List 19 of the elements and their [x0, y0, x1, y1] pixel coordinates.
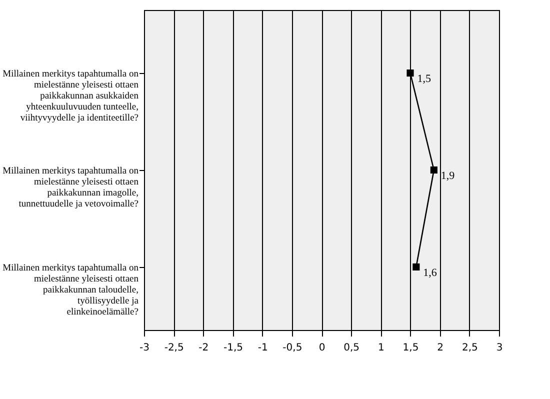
- x-tick-label: -1,5: [223, 342, 244, 354]
- x-tick-label: -3: [140, 342, 150, 354]
- y-tick-label: Millainen merkitys tapahtumalla on mielestänne yleisesti ottaen paikkakunnan imagolle, tunnettuudelle ja vetovoimalle?: [2, 166, 139, 210]
- x-tick-label: 0: [318, 342, 326, 354]
- x-tick-label: 2: [437, 342, 444, 354]
- data-label: 1,6: [423, 266, 438, 279]
- x-tick-label: -1: [258, 342, 268, 354]
- x-tick-label: 1,5: [402, 342, 419, 354]
- x-tick-label: -0,5: [282, 342, 302, 354]
- x-tick-label: 0,5: [344, 342, 360, 354]
- data-label: 1,5: [417, 73, 432, 86]
- x-tick-label: 2,5: [462, 342, 478, 354]
- data-label: 1,9: [440, 170, 456, 182]
- x-tick-label: -2,5: [164, 342, 184, 354]
- y-tick-label: Millainen merkitys tapahtumalla on mielestänne yleisesti ottaen paikkakunnan taloudelle, työllisyydelle ja elinkeinoelämälle?: [2, 263, 140, 318]
- x-tick-label: 3: [496, 342, 503, 354]
- x-tick-label: -2: [198, 342, 209, 354]
- y-tick-label: Millainen merkitys tapahtumalla on mielestänne yleisesti ottaen paikkakunnan asukkaiden yhteenkuuluvuuden tunteelle, viihtyvyydelle ja identiteetille?: [2, 70, 139, 124]
- x-tick-label: 1: [378, 342, 384, 354]
